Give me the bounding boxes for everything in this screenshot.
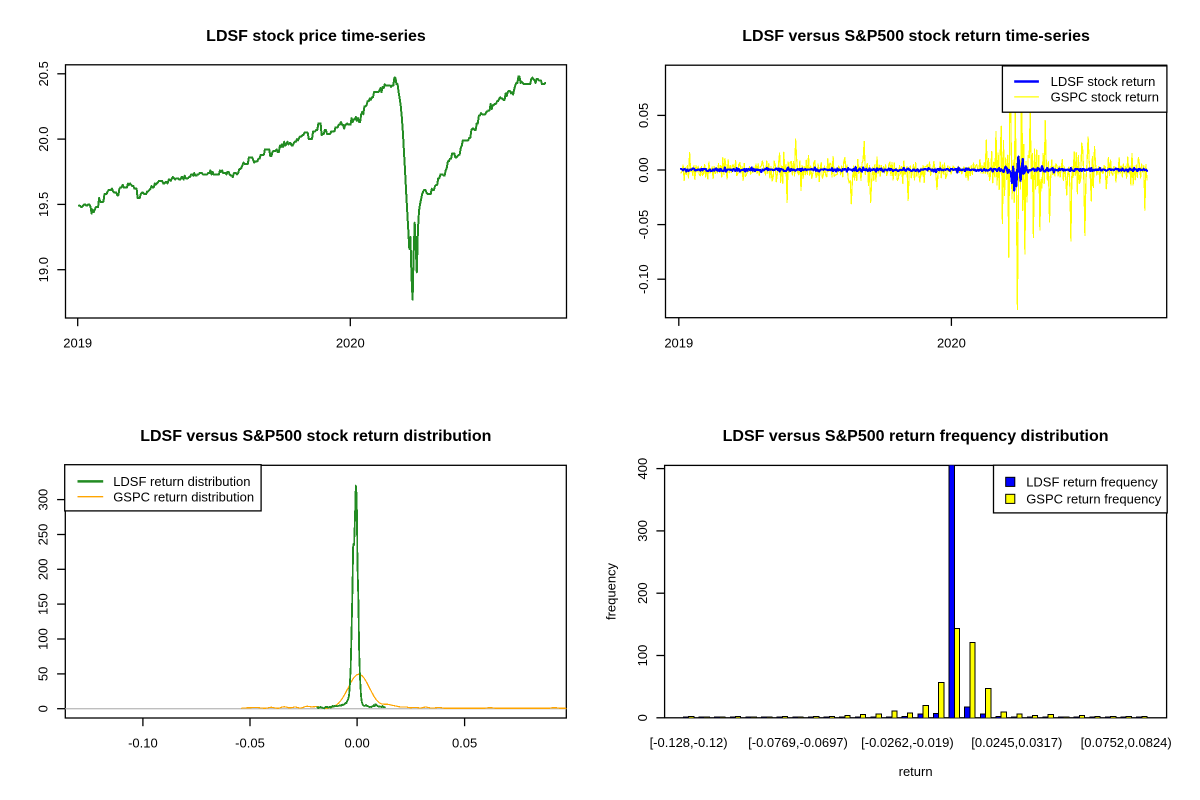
svg-text:20.5: 20.5 — [36, 61, 51, 86]
svg-text:2020: 2020 — [336, 336, 365, 351]
svg-text:300: 300 — [36, 489, 51, 511]
svg-text:250: 250 — [36, 524, 51, 546]
svg-text:100: 100 — [36, 628, 51, 650]
svg-text:300: 300 — [635, 520, 650, 542]
svg-text:LDSF stock return: LDSF stock return — [1051, 74, 1156, 89]
svg-text:[0.0245,0.0317): [0.0245,0.0317) — [971, 735, 1062, 750]
svg-text:20.0: 20.0 — [36, 126, 51, 151]
svg-text:GSPC return distribution: GSPC return distribution — [113, 489, 254, 504]
svg-text:LDSF versus S&P500 return freq: LDSF versus S&P500 return frequency dist… — [723, 428, 1109, 445]
svg-text:2019: 2019 — [664, 336, 693, 351]
svg-text:-0.05: -0.05 — [636, 210, 651, 240]
svg-text:200: 200 — [635, 582, 650, 604]
svg-text:LDSF return frequency: LDSF return frequency — [1026, 475, 1158, 490]
svg-text:0.00: 0.00 — [344, 735, 369, 750]
svg-text:200: 200 — [36, 558, 51, 580]
svg-text:0.05: 0.05 — [636, 103, 651, 128]
svg-text:return: return — [899, 764, 933, 779]
svg-text:19.5: 19.5 — [36, 192, 51, 217]
svg-text:[-0.128,-0.12): [-0.128,-0.12) — [650, 735, 728, 750]
svg-text:50: 50 — [36, 667, 51, 681]
svg-text:-0.10: -0.10 — [636, 264, 651, 294]
svg-text:[-0.0769,-0.0697): [-0.0769,-0.0697) — [748, 735, 848, 750]
svg-text:0.00: 0.00 — [636, 157, 651, 182]
svg-text:19.0: 19.0 — [36, 257, 51, 282]
svg-text:[0.0752,0.0824): [0.0752,0.0824) — [1081, 735, 1172, 750]
svg-text:LDSF return distribution: LDSF return distribution — [113, 474, 250, 489]
svg-text:0: 0 — [635, 714, 650, 721]
svg-text:LDSF versus S&P500 stock retur: LDSF versus S&P500 stock return time-ser… — [742, 28, 1090, 45]
svg-text:-0.10: -0.10 — [128, 735, 158, 750]
svg-text:GSPC return frequency: GSPC return frequency — [1026, 492, 1162, 507]
svg-text:frequency: frequency — [604, 562, 619, 620]
svg-text:LDSF versus S&P500 stock retur: LDSF versus S&P500 stock return distribu… — [140, 428, 491, 445]
svg-text:2020: 2020 — [937, 336, 966, 351]
svg-text:0.05: 0.05 — [452, 735, 477, 750]
svg-text:GSPC stock return: GSPC stock return — [1051, 90, 1159, 105]
svg-text:0: 0 — [36, 705, 51, 712]
svg-text:100: 100 — [635, 645, 650, 667]
svg-text:[-0.0262,-0.019): [-0.0262,-0.019) — [861, 735, 954, 750]
svg-text:400: 400 — [635, 458, 650, 480]
svg-text:2019: 2019 — [63, 336, 92, 351]
svg-text:150: 150 — [36, 593, 51, 615]
svg-text:LDSF stock price time-series: LDSF stock price time-series — [206, 28, 426, 45]
svg-text:-0.05: -0.05 — [235, 735, 265, 750]
